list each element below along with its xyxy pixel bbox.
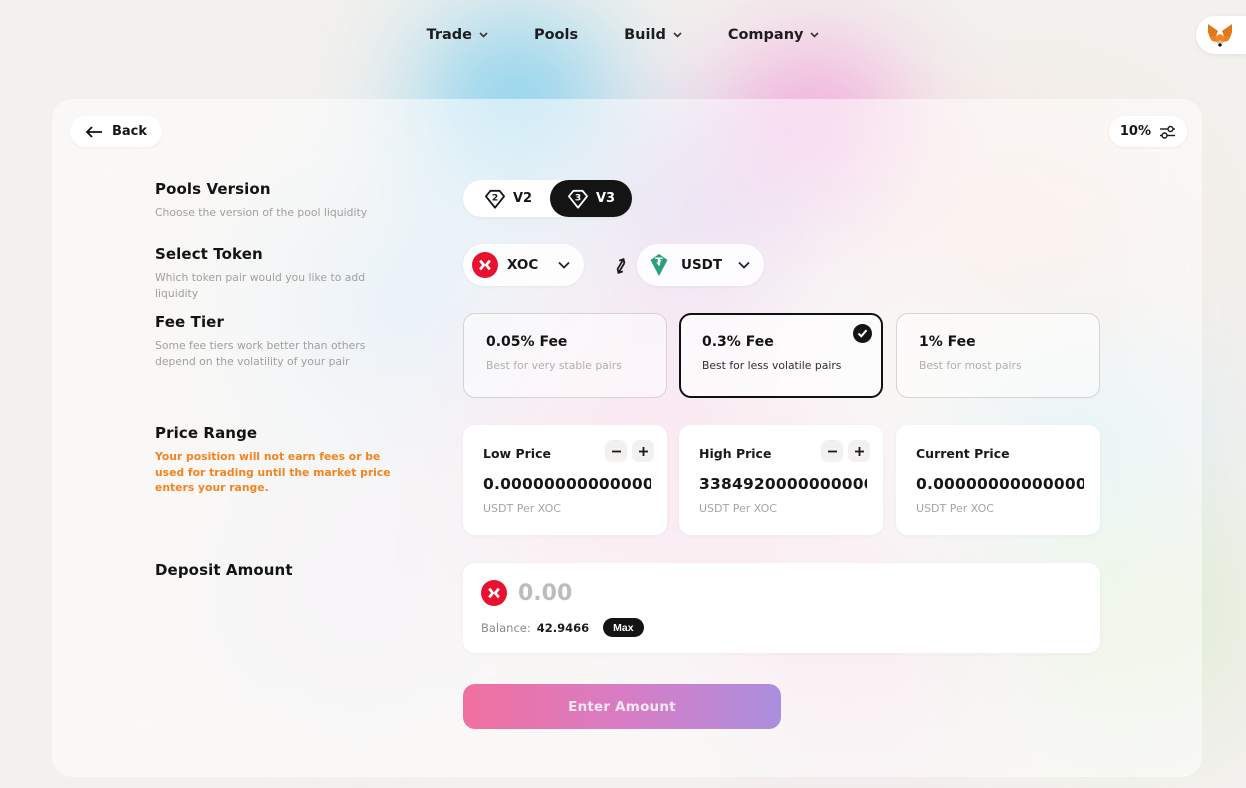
version-v3-button[interactable]: 3 V3	[550, 180, 632, 217]
slippage-value: 10%	[1119, 124, 1151, 139]
nav-item-pools[interactable]: Pools	[534, 27, 578, 43]
nav-pools-label: Pools	[533, 27, 579, 43]
fee-tier-description: Best for less volatile pairs	[702, 359, 842, 372]
section-price-range: Price Range Your position will not earn …	[155, 424, 401, 496]
fee-tier-description: Best for most pairs	[919, 359, 1022, 372]
fee-tier-label: 0.05% Fee	[486, 334, 568, 350]
xoc-token-icon	[472, 252, 498, 278]
fee-tier-description: Best for very stable pairs	[486, 359, 622, 372]
max-button[interactable]: Max	[603, 618, 644, 637]
high-price-card: High Price 338492000000000000000000000 U…	[679, 425, 883, 535]
low-price-label: Low Price	[483, 446, 551, 461]
gem-v3-icon: 3	[567, 189, 589, 209]
top-navigation: Trade Pools Build Company	[0, 0, 1246, 70]
price-range-warning: Your position will not earn fees or be u…	[155, 450, 391, 495]
section-pools-version: Pools Version Choose the version of the …	[155, 180, 401, 221]
enter-amount-button[interactable]: Enter Amount	[463, 684, 781, 729]
current-price-card: Current Price 0.000000000000000000000000…	[896, 425, 1100, 535]
balance-value: 42.9466	[536, 620, 590, 635]
minus-icon	[827, 446, 838, 457]
chevron-down-icon	[479, 32, 488, 38]
low-price-unit: USDT Per XOC	[483, 502, 561, 515]
check-circle-icon	[853, 324, 872, 343]
high-price-value[interactable]: 338492000000000000000000000	[699, 475, 867, 493]
token1-select[interactable]: ₮ USDT	[637, 244, 764, 286]
version-v3-label: V3	[595, 191, 616, 206]
chevron-down-icon	[738, 261, 750, 269]
fee-tier-option-1[interactable]: 1% Fee Best for most pairs	[896, 313, 1100, 398]
price-range-title: Price Range	[155, 424, 258, 442]
section-deposit-amount: Deposit Amount	[155, 561, 401, 579]
metamask-fox-icon	[1207, 23, 1233, 47]
nav-item-trade[interactable]: Trade	[427, 27, 488, 43]
minus-icon	[611, 446, 622, 457]
plus-icon	[854, 446, 865, 457]
version-v2-label: V2	[512, 191, 533, 206]
back-button[interactable]: Back	[70, 116, 163, 147]
nav-item-build[interactable]: Build	[624, 27, 682, 43]
low-price-card: Low Price 0.000000000000000000000000 USD…	[463, 425, 667, 535]
nav-company-label: Company	[727, 27, 804, 43]
current-price-unit: USDT Per XOC	[916, 502, 994, 515]
current-price-value: 0.000000000000000000000000	[916, 475, 1084, 493]
pools-version-title: Pools Version	[155, 180, 271, 198]
deposit-amount-title: Deposit Amount	[155, 561, 293, 579]
pool-version-toggle: 2 V2 3 V3	[463, 180, 632, 217]
token0-label: XOC	[507, 257, 539, 273]
token0-select[interactable]: XOC	[463, 244, 584, 286]
slippage-settings-button[interactable]: 10%	[1108, 116, 1187, 147]
select-token-subtitle: Which token pair would you like to add l…	[155, 271, 366, 300]
fee-tier-option-005[interactable]: 0.05% Fee Best for very stable pairs	[463, 313, 667, 398]
nav-item-company[interactable]: Company	[728, 27, 820, 43]
xoc-token-icon	[481, 580, 507, 606]
usdt-token-icon: ₮	[646, 252, 672, 278]
pools-version-subtitle: Choose the version of the pool liquidity	[155, 206, 368, 219]
high-price-decrement-button[interactable]	[821, 440, 843, 462]
add-liquidity-card: Back 10% Pools Version Choose the versio…	[52, 99, 1202, 777]
section-select-token: Select Token Which token pair would you …	[155, 245, 401, 301]
deposit-amount-card: Balance: 42.9466 Max	[463, 563, 1100, 653]
high-price-increment-button[interactable]	[848, 440, 870, 462]
low-price-decrement-button[interactable]	[605, 440, 627, 462]
swap-tokens-icon[interactable]	[609, 254, 633, 278]
nav-build-label: Build	[624, 27, 666, 43]
chevron-down-icon	[558, 261, 570, 269]
fee-tier-subtitle: Some fee tiers work better than others d…	[155, 339, 366, 368]
back-label: Back	[112, 124, 148, 139]
svg-text:3: 3	[575, 193, 581, 203]
high-price-label: High Price	[699, 446, 772, 461]
sliders-settings-icon	[1159, 125, 1176, 139]
deposit-amount-input[interactable]	[518, 580, 818, 606]
section-fee-tier: Fee Tier Some fee tiers work better than…	[155, 313, 401, 369]
high-price-unit: USDT Per XOC	[699, 502, 777, 515]
fee-tier-title: Fee Tier	[155, 313, 224, 331]
arrow-left-icon	[85, 125, 103, 138]
version-v2-button[interactable]: 2 V2	[463, 180, 553, 217]
svg-text:2: 2	[492, 193, 498, 203]
nav-trade-label: Trade	[426, 27, 472, 43]
token1-label: USDT	[681, 257, 723, 273]
balance-label: Balance:	[481, 620, 531, 635]
svg-text:₮: ₮	[655, 256, 663, 269]
chevron-down-icon	[673, 32, 682, 38]
wallet-button[interactable]	[1196, 16, 1246, 54]
fee-tier-option-03[interactable]: 0.3% Fee Best for less volatile pairs	[679, 313, 883, 398]
gem-v2-icon: 2	[484, 189, 506, 209]
low-price-increment-button[interactable]	[632, 440, 654, 462]
plus-icon	[638, 446, 649, 457]
select-token-title: Select Token	[155, 245, 263, 263]
fee-tier-label: 0.3% Fee	[702, 334, 774, 350]
current-price-label: Current Price	[916, 446, 1010, 461]
fee-tier-label: 1% Fee	[919, 334, 976, 350]
low-price-value[interactable]: 0.000000000000000000000000	[483, 475, 651, 493]
chevron-down-icon	[810, 32, 820, 38]
